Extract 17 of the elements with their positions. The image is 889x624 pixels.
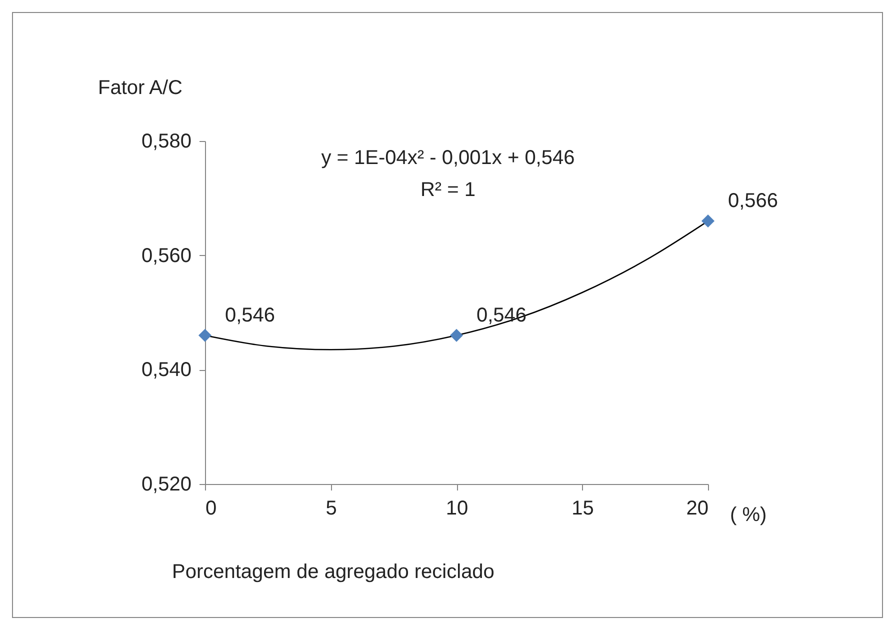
annotation: y = 1E-04x² - 0,001x + 0,546	[321, 147, 575, 169]
y-axis-title: Fator A/C	[98, 77, 182, 99]
x-tick-label: 0	[206, 498, 217, 520]
y-tick-label: 0,580	[141, 130, 192, 152]
x-tick-label: 15	[572, 498, 594, 520]
data-label: 0,566	[728, 190, 778, 212]
x-axis-title: Porcentagem de agregado reciclado	[172, 561, 494, 583]
data-label: 0,546	[225, 304, 276, 326]
x-tick-label: 20	[686, 498, 708, 520]
x-tick-label: 5	[326, 498, 337, 520]
x-tick-label: 10	[446, 498, 468, 520]
y-tick-label: 0,540	[141, 359, 192, 382]
annotation: R² = 1	[420, 179, 476, 201]
y-tick-label: 0,560	[141, 244, 192, 267]
data-label: 0,546	[476, 304, 527, 326]
y-tick-label: 0,520	[141, 474, 192, 496]
text: ( %)	[730, 504, 767, 526]
